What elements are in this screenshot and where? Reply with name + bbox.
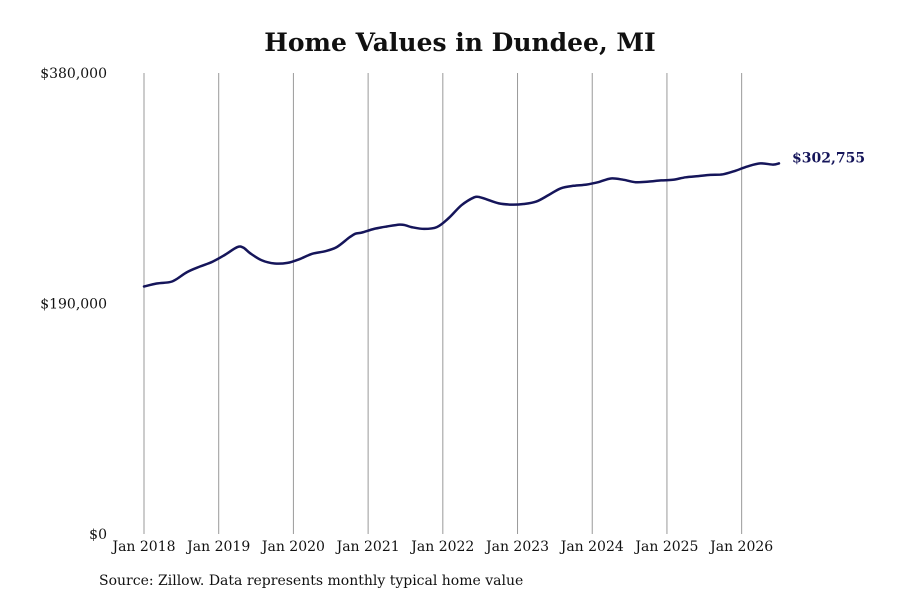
x-tick-label: Jan 2019: [185, 539, 250, 555]
x-tick-label: Jan 2018: [110, 539, 175, 555]
chart-title: Home Values in Dundee, MI: [264, 28, 656, 57]
x-tick-label: Jan 2021: [335, 539, 400, 555]
x-axis-tick-labels: Jan 2018 Jan 2019 Jan 2020 Jan 2021 Jan 2022…: [110, 539, 773, 555]
x-tick-label: Jan 2022: [409, 539, 474, 555]
y-tick-label: $380,000: [40, 66, 107, 82]
series-line-home-value: [142, 162, 781, 288]
source-note: Source: Zillow. Data represents monthly …: [99, 573, 524, 589]
gridlines: [143, 73, 743, 534]
x-tick-label: Jan 2020: [260, 539, 325, 555]
y-tick-label: $0: [89, 527, 107, 543]
y-tick-label: $190,000: [40, 297, 107, 313]
x-tick-label: Jan 2024: [559, 539, 624, 555]
y-axis-tick-labels: $0 $190,000 $380,000: [40, 66, 107, 543]
end-value-label: $302,755: [792, 150, 865, 166]
x-tick-label: Jan 2023: [484, 539, 549, 555]
x-tick-label: Jan 2025: [633, 539, 698, 555]
line-chart: $0$190,000$380,000 Jan 2018 Jan 2019 Jan 2…: [40, 66, 865, 555]
x-tick-label: Jan 2026: [708, 539, 773, 555]
